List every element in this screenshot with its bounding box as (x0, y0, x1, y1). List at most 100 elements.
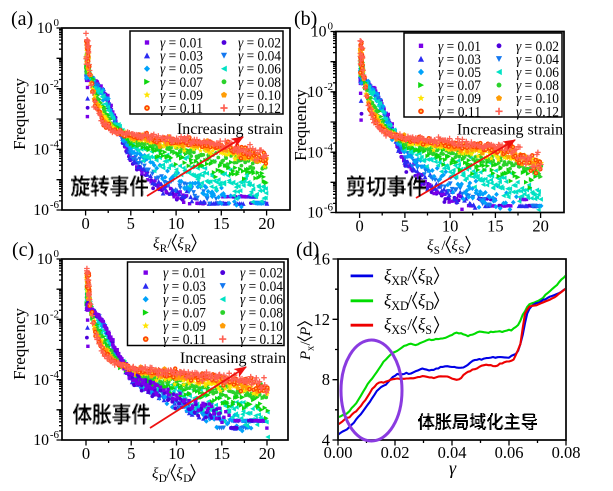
svg-text:γ = 0.07: γ = 0.07 (438, 78, 481, 94)
svg-text:P: P (298, 327, 314, 337)
svg-text:ξ: ξ (152, 466, 159, 482)
svg-text:Increasing strain: Increasing strain (457, 122, 563, 139)
svg-text:γ = 0.12: γ = 0.12 (516, 104, 559, 120)
svg-text:S: S (458, 245, 464, 257)
svg-text:-6: -6 (324, 202, 334, 214)
svg-text:Frequency: Frequency (10, 78, 29, 150)
svg-text:5: 5 (127, 214, 135, 233)
svg-text:-4: -4 (50, 369, 60, 381)
svg-text:0.06: 0.06 (495, 443, 524, 462)
svg-text:D: D (159, 473, 167, 485)
svg-text:γ = 0.03: γ = 0.03 (163, 279, 206, 295)
svg-text:γ = 0.01: γ = 0.01 (163, 266, 206, 282)
svg-text:12: 12 (314, 310, 331, 329)
svg-text:γ = 0.11: γ = 0.11 (160, 101, 203, 117)
svg-text:0: 0 (355, 217, 363, 236)
svg-text:-2: -2 (50, 78, 59, 90)
svg-text:10: 10 (33, 372, 49, 389)
svg-text:γ = 0.02: γ = 0.02 (240, 266, 283, 282)
svg-text:γ = 0.10: γ = 0.10 (516, 91, 559, 107)
svg-text:-4: -4 (324, 141, 334, 153)
svg-text:0: 0 (328, 21, 334, 33)
svg-text:XS: XS (391, 323, 407, 337)
svg-text:0: 0 (54, 248, 60, 260)
svg-text:XR: XR (391, 274, 409, 288)
svg-text:5: 5 (127, 444, 135, 463)
svg-text:/: / (407, 315, 412, 334)
svg-text:-2: -2 (324, 81, 333, 93)
svg-text:γ = 0.08: γ = 0.08 (516, 78, 559, 94)
svg-text:10: 10 (168, 444, 185, 463)
svg-text:γ = 0.03: γ = 0.03 (160, 49, 203, 65)
svg-text:0.02: 0.02 (381, 443, 410, 462)
svg-text:γ = 0.12: γ = 0.12 (240, 332, 283, 348)
svg-text:Frequency: Frequency (10, 308, 29, 380)
svg-text:γ = 0.02: γ = 0.02 (516, 39, 559, 55)
svg-text:15: 15 (487, 217, 504, 236)
svg-text:Frequency: Frequency (291, 89, 310, 161)
svg-text:10: 10 (37, 20, 53, 37)
svg-text:ξ: ξ (177, 236, 184, 252)
svg-text:S: S (434, 245, 440, 257)
svg-text:0: 0 (81, 214, 89, 233)
svg-text:10: 10 (311, 24, 327, 41)
svg-text:20: 20 (258, 214, 275, 233)
svg-text:γ = 0.07: γ = 0.07 (163, 306, 206, 322)
svg-text:γ = 0.10: γ = 0.10 (238, 88, 281, 104)
svg-text:5: 5 (401, 217, 409, 236)
svg-text:γ = 0.05: γ = 0.05 (438, 65, 481, 81)
svg-text:γ: γ (449, 458, 457, 478)
svg-text:S: S (425, 323, 432, 337)
svg-text:R: R (184, 243, 192, 255)
svg-text:γ = 0.06: γ = 0.06 (238, 62, 281, 78)
svg-text:10: 10 (37, 251, 53, 268)
svg-text:ξ: ξ (451, 238, 458, 254)
svg-text:/: / (298, 341, 314, 346)
svg-text:γ = 0.02: γ = 0.02 (238, 36, 281, 52)
svg-text:/: / (167, 236, 172, 252)
svg-text:16: 16 (314, 250, 331, 269)
svg-text:γ = 0.06: γ = 0.06 (516, 65, 559, 81)
svg-text:Increasing strain: Increasing strain (177, 121, 283, 138)
svg-text:10: 10 (33, 81, 49, 98)
svg-text:10: 10 (168, 214, 185, 233)
svg-text:/: / (166, 466, 171, 482)
svg-text:XD: XD (391, 299, 409, 313)
svg-text:8: 8 (322, 370, 330, 389)
svg-text:γ = 0.01: γ = 0.01 (160, 36, 203, 52)
svg-text:/: / (441, 238, 446, 254)
svg-text:γ = 0.11: γ = 0.11 (438, 104, 481, 120)
svg-text:ξ: ξ (427, 238, 434, 254)
svg-text:R: R (425, 274, 434, 288)
svg-text:γ = 0.08: γ = 0.08 (240, 306, 283, 322)
svg-text:0.08: 0.08 (552, 443, 581, 462)
svg-text:10: 10 (442, 217, 459, 236)
svg-text:-2: -2 (50, 309, 59, 321)
svg-text:γ = 0.04: γ = 0.04 (240, 279, 283, 295)
svg-text:Increasing strain: Increasing strain (180, 350, 286, 367)
svg-text:P: P (298, 351, 314, 361)
svg-text:γ = 0.09: γ = 0.09 (438, 91, 481, 107)
svg-text:(c): (c) (12, 239, 34, 261)
svg-text:γ = 0.12: γ = 0.12 (238, 101, 281, 117)
svg-text:ξ: ξ (153, 236, 160, 252)
svg-text:/: / (407, 266, 412, 285)
svg-text:10: 10 (307, 205, 323, 222)
svg-text:-6: -6 (50, 199, 60, 211)
svg-text:γ = 0.05: γ = 0.05 (160, 62, 203, 78)
svg-text:4: 4 (322, 431, 330, 450)
svg-text:γ = 0.08: γ = 0.08 (238, 75, 281, 91)
svg-text:γ = 0.09: γ = 0.09 (163, 319, 206, 335)
svg-text:0.00: 0.00 (324, 443, 353, 462)
svg-text:-6: -6 (50, 429, 60, 441)
svg-text:ξ: ξ (384, 315, 392, 334)
svg-text:15: 15 (214, 444, 231, 463)
svg-text:10: 10 (33, 312, 49, 329)
svg-text:10: 10 (33, 432, 49, 449)
svg-text:γ = 0.01: γ = 0.01 (438, 39, 481, 55)
svg-text:(d): (d) (296, 239, 319, 261)
svg-text:D: D (425, 299, 434, 313)
svg-text:15: 15 (213, 214, 230, 233)
svg-text:γ = 0.04: γ = 0.04 (238, 49, 281, 65)
svg-text:ξ: ξ (176, 466, 183, 482)
